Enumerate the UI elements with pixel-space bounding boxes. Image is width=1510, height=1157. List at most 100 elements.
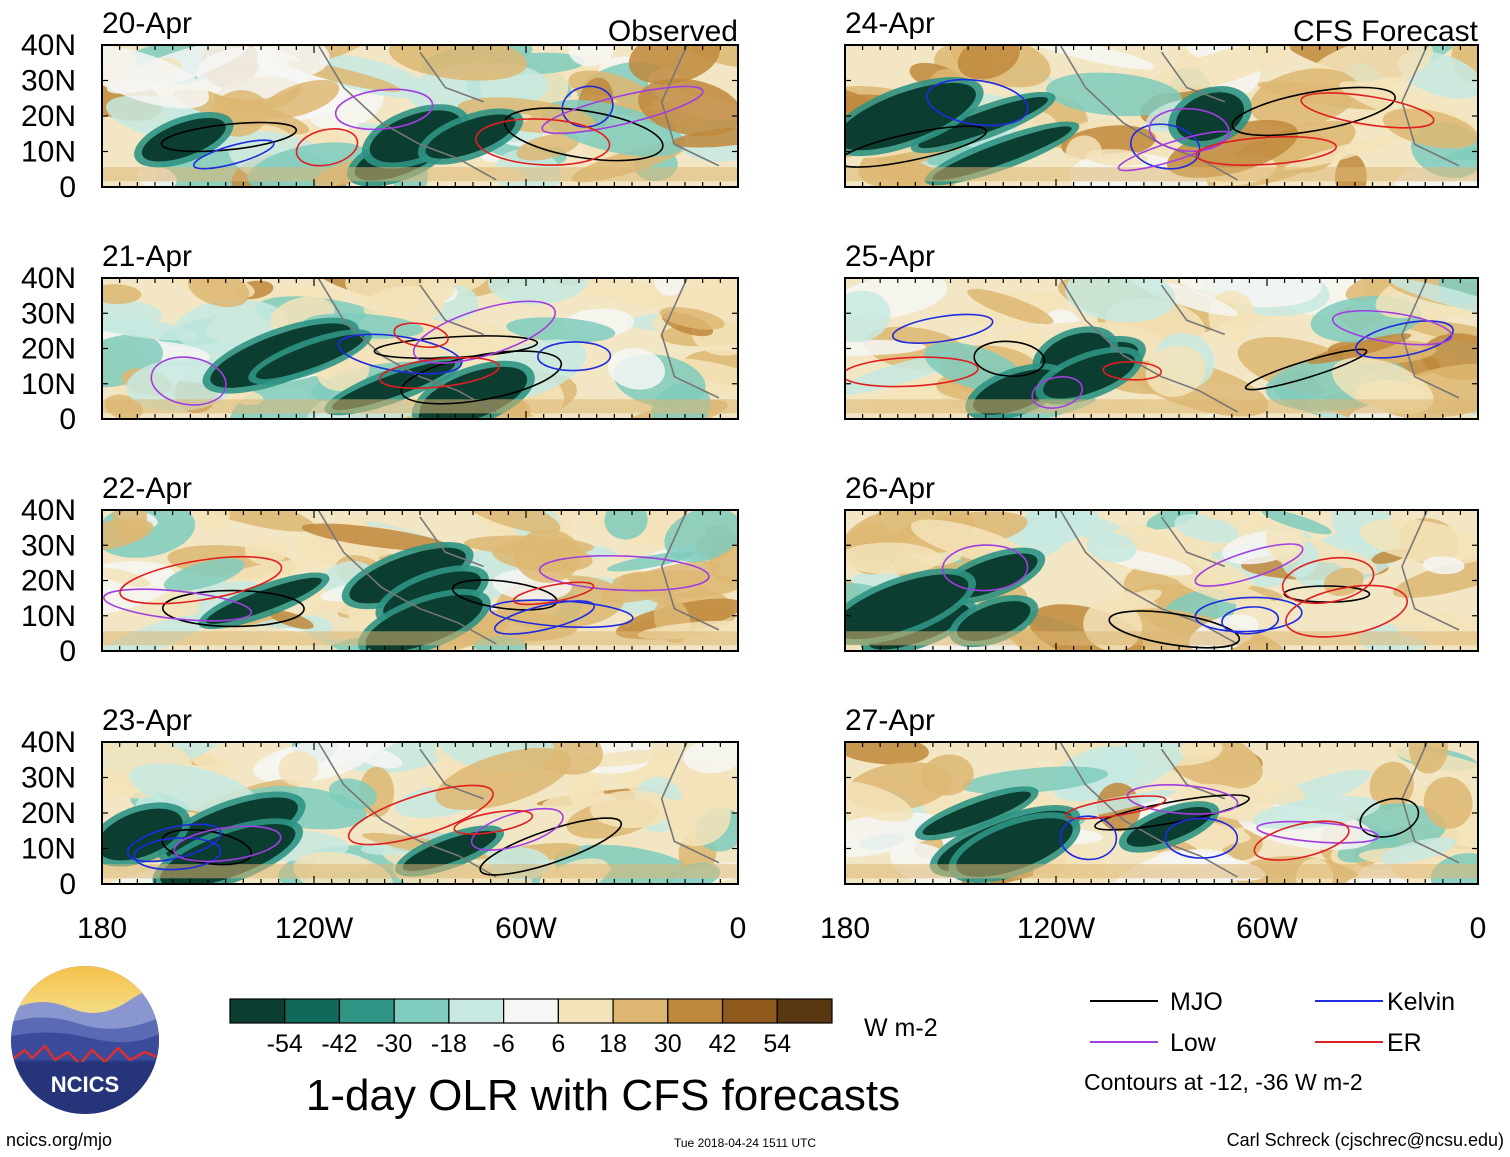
colorbar-tick-label: -30 <box>376 1030 412 1058</box>
colorbar-swatch <box>612 998 669 1024</box>
lon-tick-label: 0 <box>730 912 747 945</box>
olr-field <box>845 45 1478 187</box>
contour-low <box>412 300 556 364</box>
lon-tick-label: 60W <box>495 912 557 945</box>
lon-tick-label: 120W <box>1017 912 1096 945</box>
colorbar-tick-label: 54 <box>763 1030 791 1058</box>
olr-anomaly-patch <box>1261 510 1332 535</box>
colorbar-swatch <box>338 998 395 1024</box>
legend: MJO Kelvin Low ER Contours at -12, -36 W m-2 <box>1084 988 1455 1095</box>
olr-anomaly-patch <box>1423 776 1473 829</box>
colorbar-tick-label: 6 <box>551 1030 565 1058</box>
olr-field <box>102 278 738 419</box>
olr-anomaly-patch <box>102 768 158 799</box>
olr-anomaly-patch <box>1178 742 1224 759</box>
olr-anomaly-patch <box>1176 574 1277 609</box>
colorbar-tick-label: -54 <box>267 1030 303 1058</box>
olr-anomaly-patch <box>845 290 891 343</box>
lat-tick-label: 0 <box>59 171 76 204</box>
lat-tick-label: 10N <box>21 136 76 169</box>
contour-kelvin <box>537 341 612 372</box>
convective-band <box>1126 807 1212 847</box>
lat-tick-label: 30N <box>21 529 76 562</box>
contour-er <box>475 118 611 166</box>
contour-kelvin <box>926 78 1029 127</box>
olr-anomaly-patch <box>927 150 964 166</box>
footer-timestamp: Tue 2018-04-24 1511 UTC <box>674 1136 817 1150</box>
colorbar-tick-label: 30 <box>654 1030 682 1058</box>
olr-anomaly-patch <box>102 568 151 587</box>
contour-low <box>538 554 710 592</box>
olr-anomaly-patch <box>102 45 210 109</box>
olr-anomaly-patch <box>628 45 720 85</box>
lat-tick-label: 40N <box>21 262 76 295</box>
ncics-logo: NCICS <box>11 966 159 1114</box>
olr-anomaly-patch <box>1085 149 1148 167</box>
contour-er <box>1253 820 1350 861</box>
contour-kelvin <box>493 600 596 635</box>
olr-anomaly-patch <box>1020 45 1155 70</box>
lon-tick-label: 60W <box>1236 912 1298 945</box>
figure-title: 1-day OLR with CFS forecasts <box>306 1071 900 1120</box>
map-panel: 25-Apr <box>844 240 1479 420</box>
panel-date: 21-Apr <box>102 240 192 273</box>
colorbar-swatch <box>776 998 833 1024</box>
dry-band <box>845 864 1478 879</box>
olr-anomaly-patch <box>166 585 200 625</box>
footer-site-link[interactable]: ncics.org/mjo <box>6 1130 113 1150</box>
olr-anomaly-patch <box>845 339 926 356</box>
contour-er <box>119 555 283 605</box>
colorbar-tick-label: 42 <box>709 1030 737 1058</box>
contour-kelvin <box>337 333 463 375</box>
convective-band <box>956 818 1073 878</box>
coastline <box>1059 742 1460 878</box>
olr-anomaly-patch <box>845 542 942 575</box>
dry-band <box>845 631 1478 646</box>
olr-anomaly-patch <box>1392 552 1478 598</box>
lat-tick-label: 30N <box>21 297 76 330</box>
olr-anomaly-patch <box>1167 120 1299 178</box>
lat-tick-label: 30N <box>21 762 76 795</box>
legend-label-mjo: MJO <box>1170 988 1223 1016</box>
contour-low <box>102 588 253 622</box>
olr-field <box>845 278 1478 419</box>
contour-er <box>1281 556 1375 604</box>
observed-label: Observed <box>608 15 738 48</box>
legend-label-er: ER <box>1387 1029 1422 1057</box>
lat-tick-label: 40N <box>21 494 76 527</box>
convective-band <box>956 601 1031 641</box>
convective-band <box>255 334 365 380</box>
contour-mjo <box>1108 610 1241 649</box>
olr-anomaly-patch <box>957 45 1020 80</box>
contour-mjo <box>160 121 298 153</box>
contour-low <box>941 544 1029 592</box>
convective-band <box>918 96 1048 149</box>
olr-anomaly-patch <box>1359 518 1478 565</box>
contour-mjo <box>973 340 1046 377</box>
contour-er <box>347 784 494 846</box>
colorbar-tick-label: -18 <box>431 1030 467 1058</box>
lon-tick-label: 120W <box>275 912 354 945</box>
contour-low <box>173 825 282 863</box>
olr-anomaly-patch <box>187 278 250 308</box>
contour-low <box>334 88 434 131</box>
olr-anomaly-patch <box>262 79 340 119</box>
logo-text: NCICS <box>51 1072 119 1097</box>
olr-anomaly-patch <box>1145 345 1206 397</box>
convective-band <box>141 118 226 162</box>
olr-anomaly-patch <box>566 278 706 311</box>
panel-date: 20-Apr <box>102 7 192 40</box>
olr-anomaly-patch <box>653 278 685 296</box>
olr-anomaly-patch <box>256 45 330 79</box>
panel-date: 25-Apr <box>845 240 935 273</box>
contour-note: Contours at -12, -36 W m-2 <box>1084 1069 1363 1095</box>
convective-band <box>845 82 976 151</box>
lat-tick-label: 40N <box>21 29 76 62</box>
contour-low <box>1194 543 1304 587</box>
contour-kelvin <box>1194 596 1303 633</box>
olr-anomaly-patch <box>845 780 914 822</box>
